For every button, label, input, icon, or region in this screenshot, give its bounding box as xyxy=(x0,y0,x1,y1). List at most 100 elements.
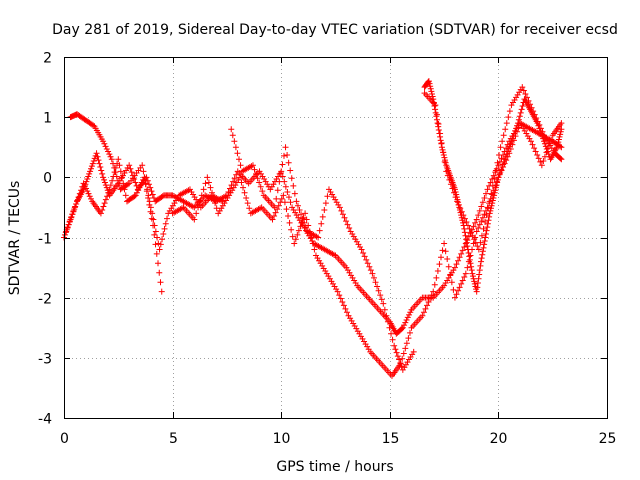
data-point xyxy=(536,125,543,132)
data-point xyxy=(455,257,462,264)
data-point xyxy=(391,342,398,349)
data-point xyxy=(452,188,459,195)
data-point xyxy=(205,179,212,186)
data-point xyxy=(94,153,101,160)
data-point xyxy=(99,206,106,213)
data-point xyxy=(519,102,526,109)
data-point xyxy=(98,167,105,174)
data-point xyxy=(157,279,164,286)
data-point xyxy=(392,346,399,353)
data-point xyxy=(527,138,534,145)
data-point xyxy=(95,157,102,164)
data-point xyxy=(467,260,474,267)
data-point xyxy=(230,178,237,185)
data-point xyxy=(86,170,93,177)
data-point xyxy=(76,190,83,197)
data-point xyxy=(96,160,103,167)
data-point xyxy=(479,199,486,206)
data-point xyxy=(400,350,407,357)
data-point xyxy=(83,185,90,192)
data-point xyxy=(461,274,468,281)
data-point xyxy=(202,180,209,187)
data-point xyxy=(280,152,287,159)
data-point xyxy=(70,207,77,214)
data-point xyxy=(514,120,521,127)
data-point xyxy=(540,135,547,142)
data-point xyxy=(403,317,410,324)
data-point xyxy=(511,130,518,137)
data-point xyxy=(427,295,434,302)
data-point xyxy=(476,267,483,274)
data-point xyxy=(429,93,436,100)
data-point xyxy=(164,215,171,222)
data-point xyxy=(451,294,458,301)
data-point xyxy=(433,274,440,281)
data-point xyxy=(147,184,154,191)
data-point xyxy=(490,172,497,179)
data-point xyxy=(273,195,280,202)
data-point xyxy=(458,214,465,221)
data-point xyxy=(487,205,494,212)
data-point xyxy=(461,243,468,250)
data-point xyxy=(420,309,427,316)
data-point xyxy=(69,211,76,218)
data-point xyxy=(441,154,448,161)
data-point xyxy=(424,302,431,309)
data-point xyxy=(269,216,276,223)
data-point xyxy=(428,90,435,97)
data-point xyxy=(491,189,498,196)
data-point xyxy=(104,193,111,200)
data-point xyxy=(510,133,517,140)
data-point xyxy=(489,197,496,204)
data-point xyxy=(451,264,458,271)
data-point xyxy=(298,219,305,226)
data-point xyxy=(315,234,322,241)
data-point xyxy=(294,231,301,238)
data-point xyxy=(540,158,547,165)
data-point xyxy=(448,279,455,286)
data-point xyxy=(555,139,562,146)
data-point xyxy=(431,102,438,109)
data-point xyxy=(138,179,145,186)
data-point xyxy=(513,125,520,132)
data-point xyxy=(436,130,443,137)
data-point xyxy=(232,144,239,151)
data-point xyxy=(499,138,506,145)
data-point xyxy=(302,210,309,217)
data-point xyxy=(474,243,481,250)
data-point xyxy=(231,138,238,145)
data-point xyxy=(343,309,350,316)
data-point xyxy=(460,222,467,229)
y-tick-labels: -4 -3 -2 -1 0 1 2 xyxy=(38,51,52,428)
data-point xyxy=(276,178,283,185)
data-point xyxy=(298,211,305,218)
data-point xyxy=(110,173,117,180)
data-point xyxy=(132,192,139,199)
data-point xyxy=(541,138,548,145)
x-tick-label: 25 xyxy=(599,431,617,447)
data-point xyxy=(89,160,96,167)
data-point xyxy=(65,221,72,228)
data-point xyxy=(539,133,546,140)
data-points xyxy=(61,78,565,379)
data-point xyxy=(402,345,409,352)
data-point xyxy=(512,127,519,134)
data-point xyxy=(151,231,158,238)
data-point xyxy=(428,88,435,95)
data-point xyxy=(509,135,516,142)
data-point xyxy=(496,151,503,158)
data-point xyxy=(346,225,353,232)
data-point xyxy=(366,263,373,270)
data-point xyxy=(398,325,405,332)
data-point xyxy=(210,194,217,201)
data-point xyxy=(102,196,109,203)
data-point xyxy=(440,149,447,156)
data-point xyxy=(101,140,108,147)
data-point xyxy=(78,187,85,194)
data-point xyxy=(291,240,298,247)
data-point xyxy=(504,148,511,155)
data-point xyxy=(259,188,266,195)
data-point xyxy=(484,220,491,227)
data-point xyxy=(489,200,496,207)
data-point xyxy=(501,156,508,163)
